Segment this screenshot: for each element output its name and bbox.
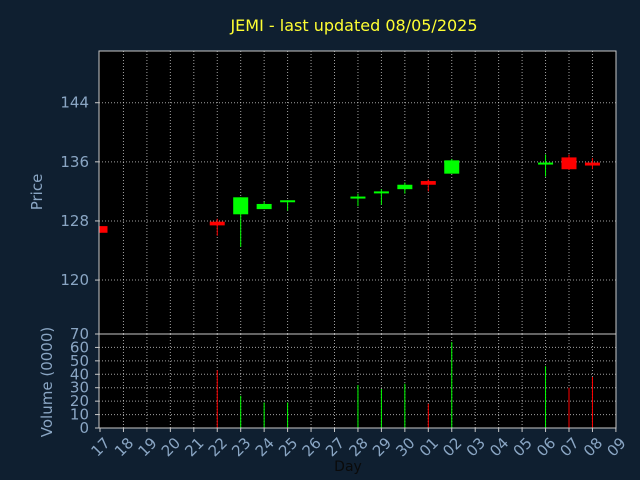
price-tick-label: 136 xyxy=(60,153,89,171)
volume-axis-label: Volume (0000) xyxy=(38,327,56,437)
x-axis-label: Day xyxy=(334,459,362,475)
candle-body xyxy=(584,162,600,166)
price-tick-label: 144 xyxy=(60,94,89,112)
volume-tick-label: 0 xyxy=(79,419,89,437)
volume-tick-label: 70 xyxy=(70,325,89,343)
volume-tick-label: 10 xyxy=(70,406,89,424)
candle-body xyxy=(373,191,389,194)
volume-tick-label: 60 xyxy=(70,338,89,356)
volume-bars-group xyxy=(216,342,593,428)
price-axis-label: Price xyxy=(28,174,46,211)
candle-body xyxy=(100,226,108,233)
candles-group xyxy=(99,154,600,247)
candle-body xyxy=(538,162,554,165)
candle-body xyxy=(444,160,460,174)
candle-body xyxy=(561,157,577,170)
candle-body xyxy=(209,221,225,226)
volume-tick-label: 50 xyxy=(70,352,89,370)
candle-body xyxy=(280,200,296,203)
candle-body xyxy=(350,196,366,199)
price-tick-label: 128 xyxy=(60,212,89,230)
price-tick-label: 120 xyxy=(60,271,89,289)
price-y-ticks: 120 128 136 144 xyxy=(60,94,99,289)
volume-tick-label: 40 xyxy=(70,365,89,383)
candle-body xyxy=(256,203,272,210)
candle-body xyxy=(233,197,249,215)
candle-body xyxy=(397,184,413,190)
volume-tick-label: 30 xyxy=(70,379,89,397)
candle-body xyxy=(420,181,436,185)
chart-title: JEMI - last updated 08/05/2025 xyxy=(229,16,477,35)
volume-tick-label: 20 xyxy=(70,392,89,410)
